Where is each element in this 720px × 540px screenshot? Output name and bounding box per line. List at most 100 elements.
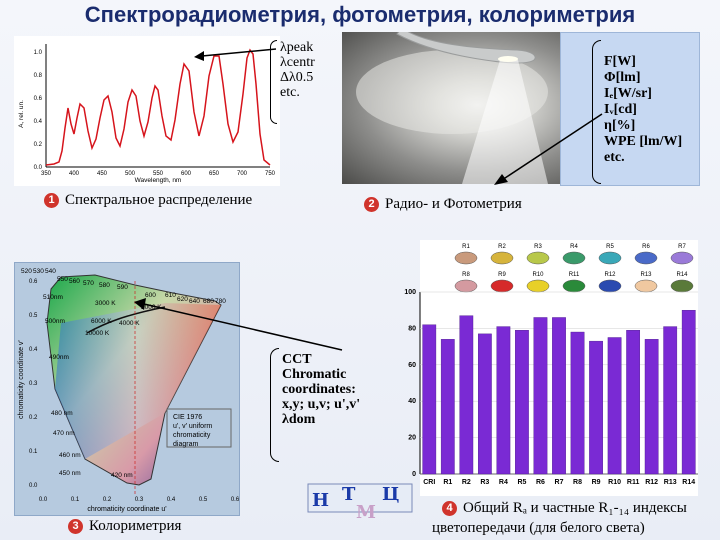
page-title: Спектрорадиометрия, фотометрия, колориме… [84, 2, 636, 27]
cri-xtick: R9 [592, 479, 601, 486]
cri-bar [515, 330, 529, 475]
cie-wavelength-label: 560 [69, 278, 80, 285]
param-wpe: WPE [lm/W] [604, 134, 683, 149]
cri-xtick: R11 [627, 479, 640, 486]
cri-xtick: R2 [462, 479, 471, 486]
swatch-label: R14 [676, 272, 688, 278]
swatch-color [670, 251, 694, 265]
cri-bar-chart: R1 R2 R3 R4 R5 R6 R7 R8 R9 R10 R11 R12 R13 R14 0 20 40 6… [404, 240, 698, 496]
swatch-label: R13 [640, 272, 652, 278]
cri-ytick: 20 [408, 435, 416, 442]
cie-side-label: 510nm [43, 294, 63, 301]
cie-xtick: 0.0 [39, 497, 48, 503]
cri-bar [533, 317, 548, 475]
led-beam-photo [342, 32, 560, 184]
cie-cct-label: 10000 K [85, 330, 110, 337]
param-flux-lm: Φ[lm] [604, 70, 641, 85]
spectrum-xtick: 500 [125, 171, 136, 177]
cri-xtick: R7 [555, 479, 564, 486]
spectrum-xtick: 650 [209, 171, 220, 177]
cie-side-label: 460 nm [59, 452, 81, 459]
param-photo-etc: etc. [604, 150, 625, 165]
swatch-label: R8 [462, 272, 470, 278]
cri-xtick: R5 [517, 479, 526, 486]
cri-xtick: R4 [499, 479, 508, 486]
cie-wavelength-label: 610 [165, 292, 176, 299]
cri-bar [477, 333, 492, 475]
photometry-params-box [560, 32, 700, 186]
swatch-label: R4 [570, 244, 578, 250]
spectrum-bracket [270, 40, 277, 124]
cie-legend-line: u', v' uniform [173, 423, 212, 430]
caption-spectrum: 1 Спектральное распределение [44, 192, 252, 209]
swatch-label: R10 [532, 272, 544, 278]
caption-photometry: 2 Радио- и Фотометрия [364, 196, 522, 213]
spectrum-ylabel: A, rel. un. [18, 100, 25, 128]
param-lambda-centr: λcentr [280, 55, 315, 70]
cie-wavelength-label: 530 [33, 268, 44, 275]
cie-xtick: 0.2 [103, 497, 112, 503]
cie-xtick: 0.3 [135, 497, 144, 503]
cie-legend-line: chromaticity [173, 432, 211, 439]
param-etc: etc. [280, 85, 300, 100]
marker-2: 2 [364, 197, 379, 213]
cie-legend-line: diagram [173, 441, 198, 448]
cie-wavelength-label: 780 [215, 298, 226, 305]
cie-xtick: 0.6 [231, 497, 239, 503]
param-efficiency: η[%] [604, 118, 636, 133]
cri-bar [440, 339, 455, 475]
svg-text:Т: Т [342, 484, 356, 505]
cri-bar [589, 340, 603, 475]
cie-cct-label: 4000 K [119, 320, 140, 327]
swatch-color [598, 279, 622, 293]
swatch-label: R9 [498, 272, 506, 278]
spectrum-xtick: 400 [69, 171, 80, 177]
photo-arrow [494, 113, 603, 185]
swatch-label: R11 [569, 272, 580, 278]
spectrum-xtick: 600 [181, 171, 192, 177]
swatch-label: R2 [498, 244, 506, 250]
spectrum-xlabel: Wavelength, nm [135, 177, 182, 184]
param-intensity-e: Iₑ[W/sr] [604, 86, 652, 101]
swatch-color [598, 251, 622, 265]
swatch-color [526, 251, 550, 265]
swatch-color [634, 279, 658, 293]
param-chromatic: Chromatic [282, 367, 347, 382]
marker-4: 4 [442, 501, 457, 517]
cie-wavelength-label: 570 [83, 280, 94, 287]
cri-xtick: R13 [664, 479, 677, 486]
param-flux-w: F[W] [604, 54, 636, 69]
cie-wavelength-label: 540 [45, 268, 56, 275]
caption-colorimetry: 3 Колориметрия [68, 518, 181, 535]
swatch-label: R3 [534, 244, 542, 250]
cie-ytick: 0.2 [29, 415, 38, 421]
colorimetry-bracket [270, 348, 279, 462]
cri-xtick: R3 [480, 479, 489, 486]
swatch-label: R5 [606, 244, 614, 250]
cri-bar [663, 326, 678, 475]
cie-side-label: 500nm [45, 318, 65, 325]
cie-cct-label: 2000 K [141, 304, 162, 311]
spectrum-chart: 0.0 0.2 0.4 0.6 0.8 1.0 350 400 450 500 550 600 650… [14, 36, 280, 186]
cie-side-label: 470 nm [53, 430, 75, 437]
cie-side-label: 490nm [49, 354, 69, 361]
spectrum-xtick: 350 [41, 171, 52, 177]
param-delta-lambda: Δλ0.5 [280, 70, 314, 85]
cri-bar [496, 326, 511, 475]
cie-xtick: 0.1 [71, 497, 80, 503]
cri-bar [459, 315, 474, 475]
swatch-color [634, 251, 658, 265]
swatch-color [454, 251, 478, 265]
marker-3: 3 [68, 519, 83, 535]
cie-cct-label: 3000 K [95, 300, 116, 307]
cri-xtick: CRI [423, 479, 435, 486]
cie-side-label: 480 nm [51, 410, 73, 417]
cri-xtick: R6 [536, 479, 545, 486]
ntc-logo: Н Т Ц М [307, 483, 413, 522]
cie-ytick: 0.1 [29, 449, 38, 455]
spectrum-ytick: 0.6 [34, 96, 43, 102]
svg-text:Н: Н [312, 490, 329, 511]
cri-bar [607, 337, 622, 475]
cie-side-label: 450 nm [59, 470, 81, 477]
cri-bar [422, 324, 437, 475]
